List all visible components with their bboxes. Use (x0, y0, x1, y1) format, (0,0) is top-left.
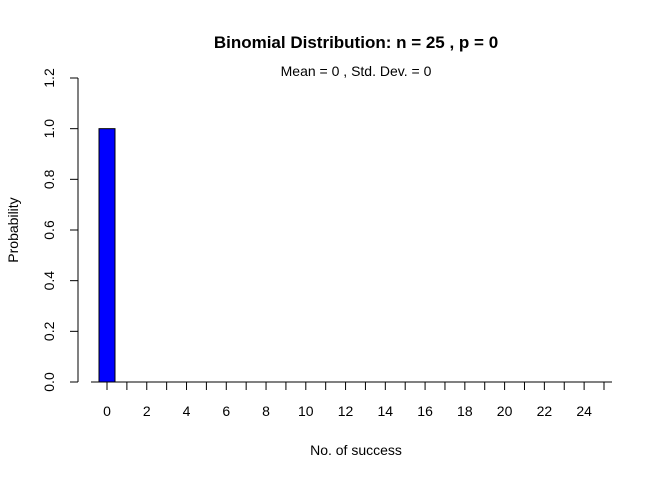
x-tick-label: 12 (338, 403, 354, 419)
y-tick-label: 0.2 (41, 321, 57, 341)
x-tick-label: 10 (298, 403, 314, 419)
x-tick-label: 6 (222, 403, 230, 419)
y-tick-label: 0.0 (41, 372, 57, 392)
chart-title: Binomial Distribution: n = 25 , p = 0 (214, 33, 498, 52)
y-tick-label: 0.4 (41, 271, 57, 291)
x-tick-label: 4 (183, 403, 191, 419)
y-tick-label: 1.2 (41, 68, 57, 88)
y-axis-label: Probability (5, 197, 21, 262)
x-tick-label: 24 (576, 403, 592, 419)
y-tick-label: 0.8 (41, 169, 57, 189)
y-tick-label: 1.0 (41, 119, 57, 139)
chart-subtitle: Mean = 0 , Std. Dev. = 0 (281, 63, 432, 79)
x-tick-label: 16 (417, 403, 433, 419)
x-tick-label: 2 (143, 403, 151, 419)
bar (98, 128, 116, 383)
x-tick-label: 20 (497, 403, 513, 419)
y-tick-label: 0.6 (41, 220, 57, 240)
x-tick-label: 22 (537, 403, 553, 419)
bars (98, 128, 116, 383)
x-tick-label: 14 (378, 403, 394, 419)
x-tick-label: 18 (457, 403, 473, 419)
x-tick-label: 0 (103, 403, 111, 419)
x-tick-label: 8 (262, 403, 270, 419)
x-axis: 0 2 4 6 8 10 12 14 16 18 20 22 24 (91, 381, 612, 419)
x-axis-label: No. of success (310, 442, 402, 458)
y-axis: 0.0 0.2 0.4 0.6 0.8 1.0 1.2 (41, 68, 79, 392)
